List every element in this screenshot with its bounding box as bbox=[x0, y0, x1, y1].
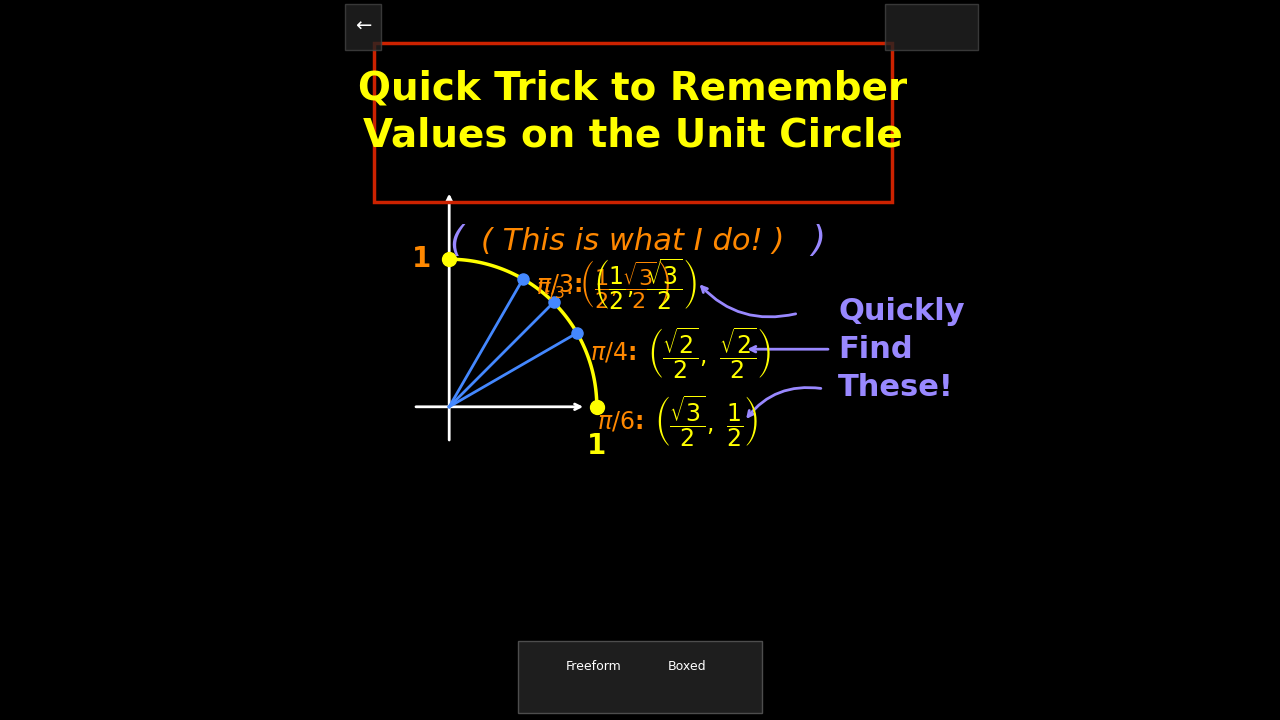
Text: $\left(\dfrac{\sqrt{3}}{2},\ \dfrac{1}{2}\right)$: $\left(\dfrac{\sqrt{3}}{2},\ \dfrac{1}{2… bbox=[654, 393, 759, 449]
Text: $\pi/4$:: $\pi/4$: bbox=[590, 341, 636, 365]
Text: 1: 1 bbox=[588, 433, 607, 460]
Text: ←: ← bbox=[355, 17, 371, 36]
Text: Freeform: Freeform bbox=[566, 660, 621, 672]
Text: Quickly
Find
These!: Quickly Find These! bbox=[838, 297, 965, 402]
Text: $\left(\dfrac{\sqrt{2}}{2},\ \dfrac{\sqrt{2}}{2}\right)$: $\left(\dfrac{\sqrt{2}}{2},\ \dfrac{\sqr… bbox=[648, 325, 771, 381]
Text: 1: 1 bbox=[412, 246, 431, 273]
Text: (: ( bbox=[449, 224, 463, 258]
Text: $\left(\dfrac{1}{2},\ \dfrac{\sqrt{3}}{2}\right)$: $\left(\dfrac{1}{2},\ \dfrac{\sqrt{3}}{2… bbox=[593, 256, 698, 312]
Bar bbox=[374, 43, 892, 202]
Text: $\pi/3$:: $\pi/3$: bbox=[535, 272, 581, 297]
Text: $\pi_{/3}$: $\left(\dfrac{1}{2}, \dfrac{\sqrt{3}}{2}\right)$: $\pi_{/3}$: $\left(\dfrac{1}{2}, \dfrac{… bbox=[535, 258, 671, 310]
Text: ( This is what I do! ): ( This is what I do! ) bbox=[481, 227, 785, 256]
Bar bbox=[884, 4, 978, 50]
Text: $\pi/6$:: $\pi/6$: bbox=[596, 409, 643, 433]
Bar bbox=[344, 4, 381, 50]
Text: ): ) bbox=[812, 224, 826, 258]
Text: Boxed: Boxed bbox=[667, 660, 707, 672]
Bar bbox=[517, 641, 763, 713]
Text: Quick Trick to Remember
Values on the Unit Circle: Quick Trick to Remember Values on the Un… bbox=[358, 69, 908, 154]
